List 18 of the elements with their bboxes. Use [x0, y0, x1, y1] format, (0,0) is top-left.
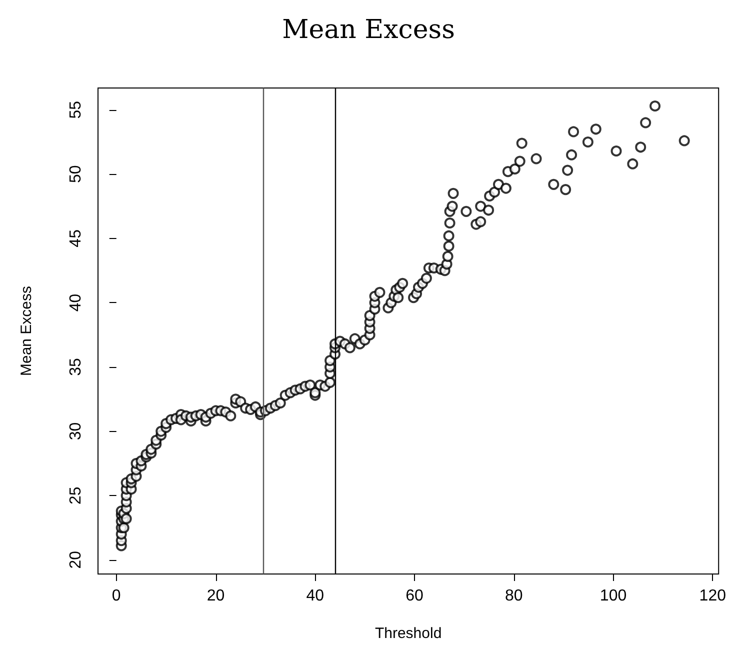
y-axis-title: Mean Excess — [18, 286, 35, 376]
x-tick-label: 0 — [112, 588, 121, 604]
y-tick-label: 45 — [68, 229, 84, 248]
x-tick-label: 80 — [505, 588, 523, 604]
y-tick-label: 30 — [68, 422, 84, 440]
x-tick-label: 60 — [406, 588, 424, 604]
y-tick-label: 55 — [68, 100, 84, 119]
y-tick-label: 20 — [68, 550, 84, 569]
y-tick-label: 40 — [68, 294, 84, 312]
y-tick-label: 35 — [68, 358, 84, 376]
x-tick-label: 20 — [206, 588, 225, 604]
x-axis-title: Threshold — [374, 625, 442, 642]
x-tick-label: 40 — [306, 588, 324, 604]
chart-title: Mean Excess — [282, 15, 455, 45]
x-tick-label: 120 — [699, 588, 726, 604]
y-tick-label: 50 — [68, 165, 84, 184]
y-tick-label: 25 — [68, 486, 84, 504]
x-tick-label: 100 — [600, 588, 627, 604]
